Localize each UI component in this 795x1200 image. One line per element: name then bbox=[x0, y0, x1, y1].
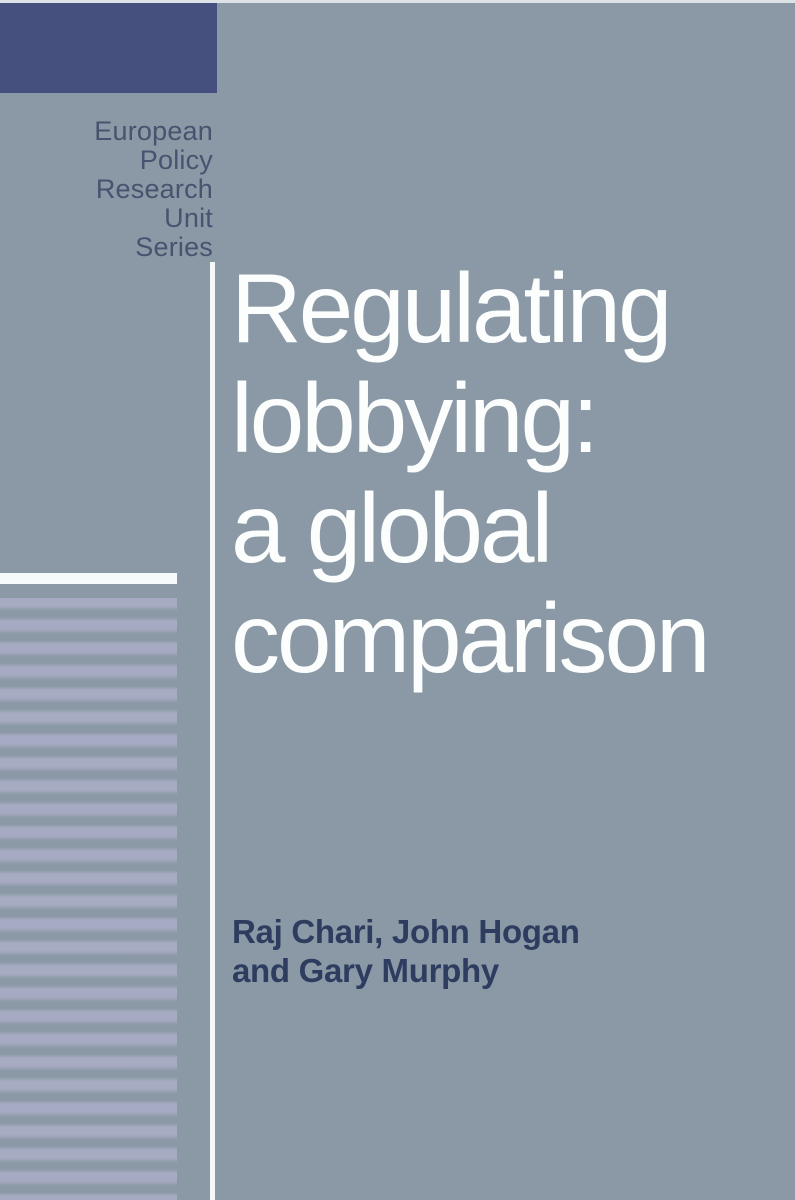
series-line: Series bbox=[135, 232, 213, 262]
author-line: Raj Chari, John Hogan bbox=[232, 913, 580, 950]
series-line: Unit bbox=[164, 203, 213, 233]
book-title: Regulating lobbying: a global comparison bbox=[231, 253, 711, 693]
title-line: a global bbox=[231, 473, 553, 583]
book-authors: Raj Chari, John Hogan and Gary Murphy bbox=[232, 912, 580, 990]
top-edge-highlight bbox=[0, 0, 795, 3]
author-line: and Gary Murphy bbox=[232, 952, 499, 989]
title-line: comparison bbox=[231, 583, 711, 693]
horizontal-bar bbox=[0, 573, 177, 584]
title-line: Regulating bbox=[231, 253, 673, 363]
stripe-pattern bbox=[0, 598, 177, 1200]
series-line: Research bbox=[95, 174, 213, 204]
series-title: European Policy Research Unit Series bbox=[0, 117, 213, 262]
series-color-block bbox=[0, 3, 217, 93]
series-line: European bbox=[94, 116, 213, 146]
vertical-rule bbox=[210, 262, 215, 1200]
title-line: lobbying: bbox=[231, 363, 599, 473]
series-line: Policy bbox=[139, 145, 213, 175]
